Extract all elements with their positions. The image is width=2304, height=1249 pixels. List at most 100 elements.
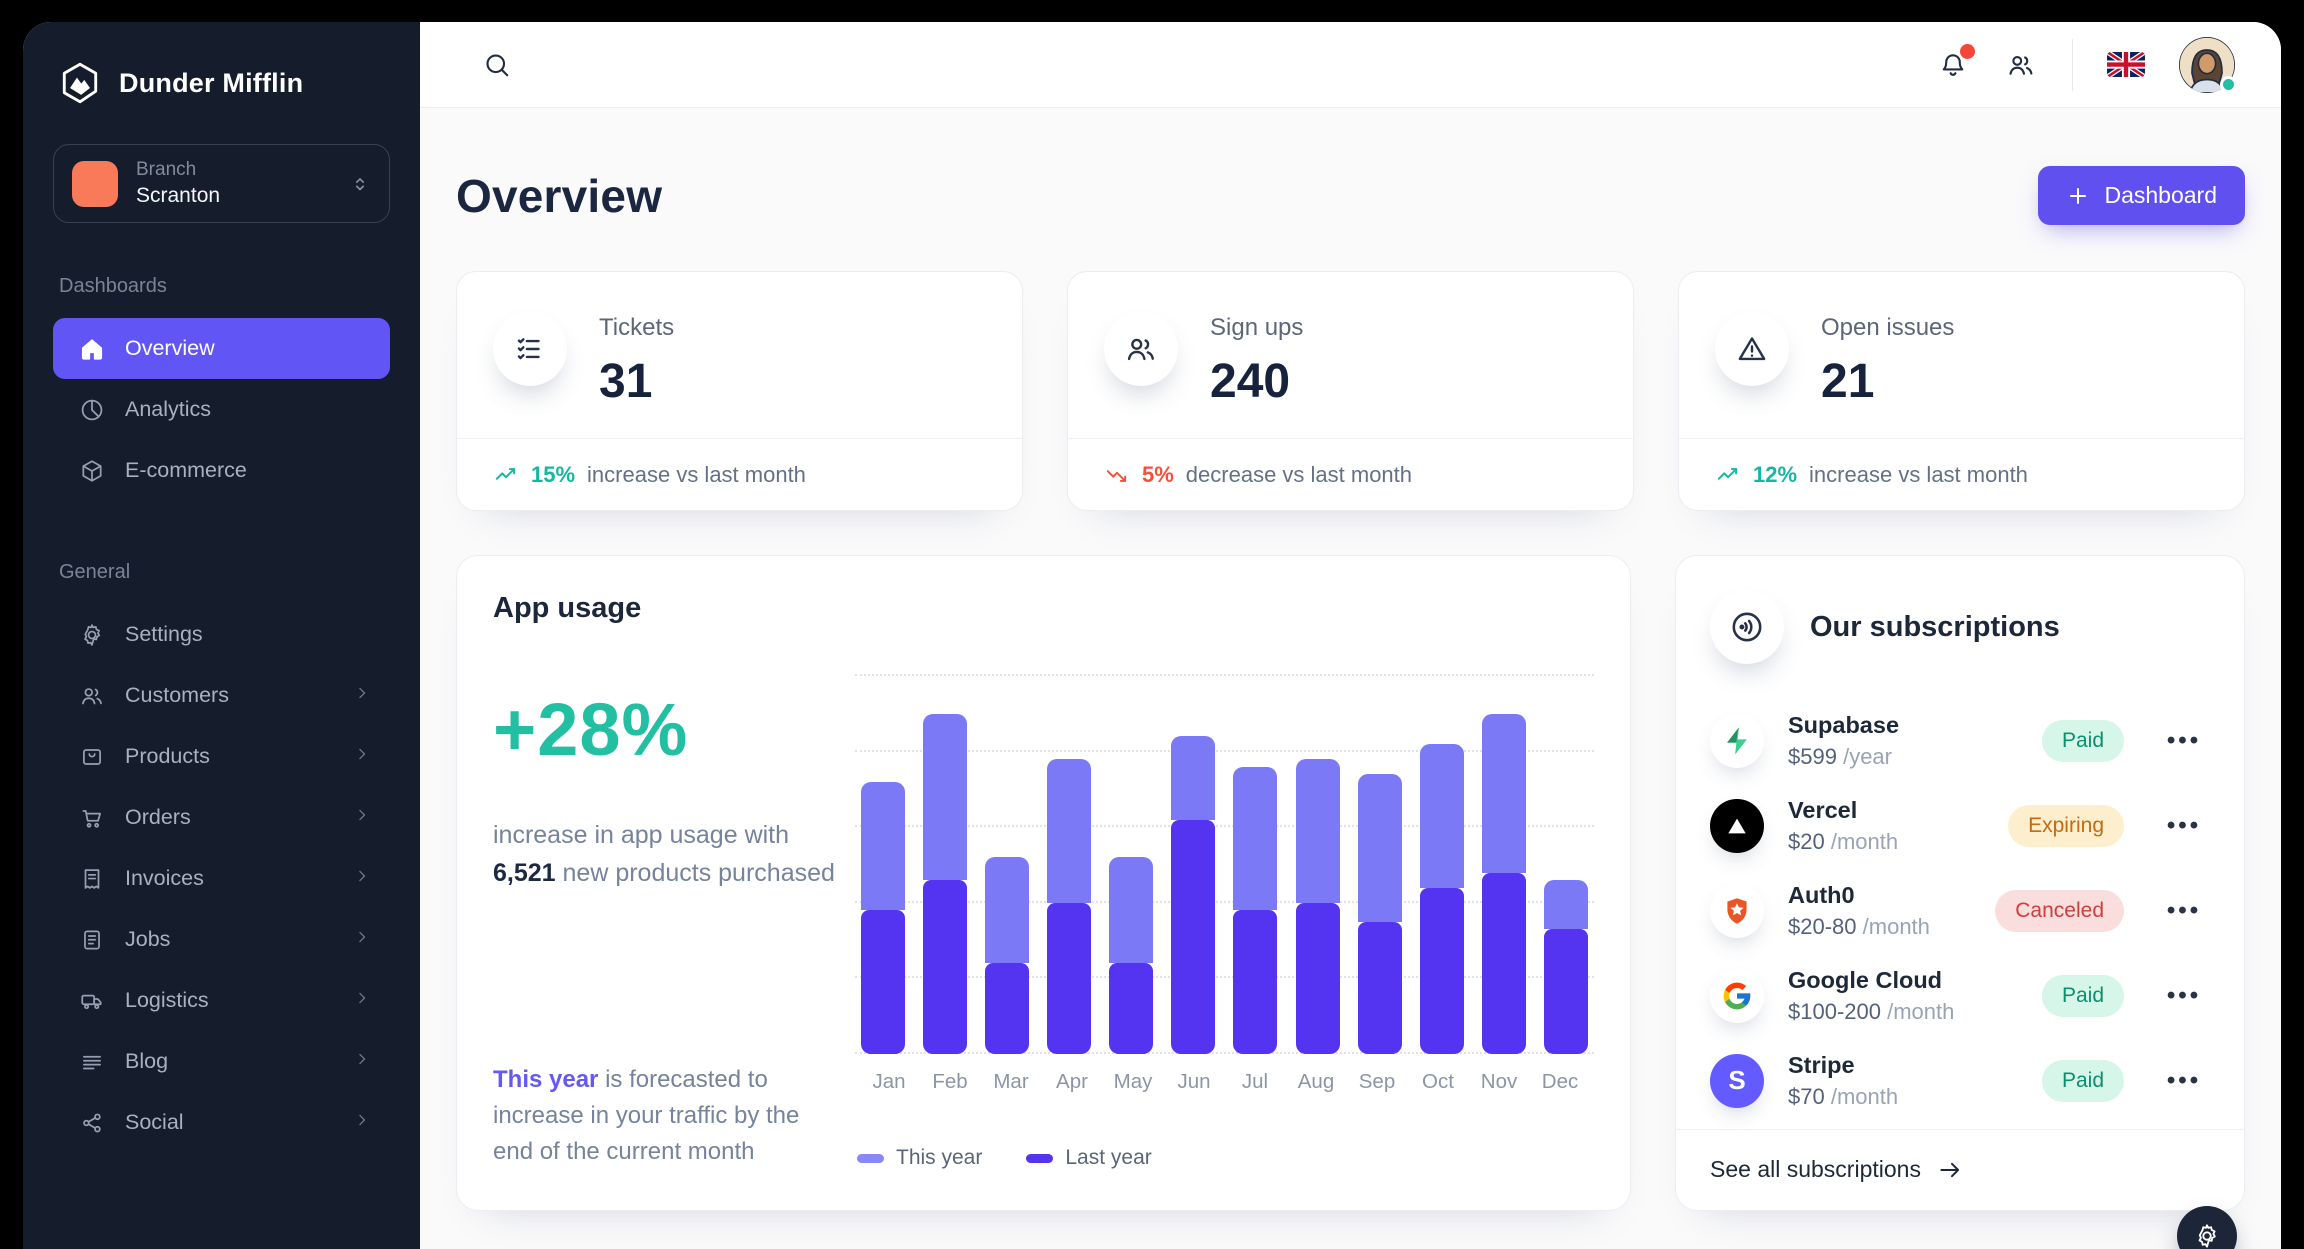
bar-may	[1109, 857, 1154, 1054]
sidebar-item-label: Products	[125, 744, 210, 768]
month-label: Mar	[993, 1070, 1029, 1093]
bar-segment-last-year	[923, 880, 968, 1054]
chart-gridline	[855, 1052, 1594, 1054]
stat-label: Sign ups	[1210, 314, 1304, 341]
stat-card-tickets: Tickets 31 15% increase vs last month	[456, 271, 1023, 511]
pie-chart-icon	[79, 397, 105, 423]
app-window: Dunder Mifflin Branch Scranton Dashboard…	[23, 22, 2281, 1249]
contacts-button[interactable]	[2004, 48, 2038, 82]
sidebar-item-analytics[interactable]: Analytics	[53, 379, 390, 440]
sidebar-item-products[interactable]: Products	[53, 726, 390, 787]
sidebar-item-ecommerce[interactable]: E-commerce	[53, 440, 390, 501]
add-dashboard-button[interactable]: Dashboard	[2038, 166, 2245, 225]
row-menu-button[interactable]: •••	[2166, 811, 2202, 839]
subscription-price: $20 /month	[1788, 828, 1899, 854]
sidebar-item-customers[interactable]: Customers	[53, 665, 390, 726]
notifications-button[interactable]	[1936, 43, 1975, 82]
status-badge: Expiring	[2008, 804, 2124, 847]
lines-icon	[79, 1049, 105, 1075]
bar-segment-this-year	[1233, 766, 1278, 911]
user-avatar[interactable]	[2178, 35, 2237, 94]
subscriptions-title: Our subscriptions	[1810, 610, 2060, 643]
month-label: Apr	[1056, 1070, 1088, 1093]
stat-label: Tickets	[599, 314, 675, 341]
app-usage-title: App usage	[493, 592, 642, 624]
branch-selector[interactable]: Branch Scranton	[53, 144, 390, 223]
bar-segment-this-year	[1295, 759, 1340, 903]
sidebar-item-label: Customers	[125, 683, 229, 707]
bar-feb	[923, 713, 968, 1054]
uk-flag-icon[interactable]	[2107, 52, 2145, 77]
broadcast-icon	[1710, 590, 1784, 664]
bar-segment-last-year	[985, 963, 1030, 1054]
bar-segment-this-year	[861, 781, 905, 911]
sidebar-item-settings[interactable]: Settings	[53, 604, 390, 665]
sidebar-item-orders[interactable]: Orders	[53, 787, 390, 848]
chevron-right-icon	[352, 988, 372, 1014]
subscription-row-stripe[interactable]: S Stripe $70 /month Paid •••	[1710, 1038, 2210, 1123]
trend-text: increase vs last month	[587, 461, 806, 487]
row-menu-button[interactable]: •••	[2166, 1066, 2202, 1094]
subscription-row-auth0[interactable]: Auth0 $20-80 /month Canceled •••	[1710, 868, 2210, 953]
branch-swatch	[72, 160, 118, 207]
app-usage-forecast: This year is forecasted to increase in y…	[493, 1066, 800, 1165]
stat-value: 240	[1210, 355, 1291, 408]
bar-segment-this-year	[1047, 759, 1092, 903]
bar-chart-plot	[855, 674, 1594, 1054]
chevron-right-icon	[352, 927, 372, 953]
bar-dec	[1543, 880, 1588, 1054]
trend-percent: 15%	[531, 461, 576, 487]
sidebar-item-invoices[interactable]: Invoices	[53, 848, 390, 909]
bar-oct	[1419, 744, 1464, 1054]
subscription-row-supabase[interactable]: Supabase $599 /year Paid •••	[1710, 698, 2210, 783]
subscription-price: $599 /year	[1788, 743, 1892, 769]
legend-label: Last year	[1065, 1146, 1152, 1169]
legend-swatch	[1026, 1153, 1054, 1163]
row-menu-button[interactable]: •••	[2166, 726, 2202, 754]
sidebar-item-blog[interactable]: Blog	[53, 1031, 390, 1092]
search-button[interactable]	[480, 48, 514, 82]
brand-logo-icon	[57, 60, 103, 106]
checklist-icon	[493, 312, 567, 386]
bar-sep	[1357, 774, 1402, 1054]
bar-segment-last-year	[1233, 910, 1278, 1054]
sidebar-item-social[interactable]: Social	[53, 1092, 390, 1153]
topbar	[420, 22, 2281, 108]
month-label: Feb	[932, 1070, 968, 1093]
bar-segment-this-year	[1357, 774, 1402, 922]
stat-value: 31	[599, 355, 653, 408]
see-all-subscriptions-link[interactable]: See all subscriptions	[1676, 1129, 2244, 1213]
status-badge: Canceled	[1995, 889, 2124, 932]
sidebar-item-overview[interactable]: Overview	[53, 318, 390, 379]
brand-name: Dunder Mifflin	[119, 67, 304, 98]
month-label: Oct	[1422, 1070, 1454, 1093]
row-menu-button[interactable]: •••	[2166, 981, 2202, 1009]
stat-value: 21	[1821, 355, 1875, 408]
month-label: May	[1113, 1070, 1153, 1093]
legend-label: This year	[896, 1146, 983, 1169]
stat-card-open-issues: Open issues 21 12% increase vs last mont…	[1678, 271, 2245, 511]
row-menu-button[interactable]: •••	[2166, 896, 2202, 924]
subscription-row-vercel[interactable]: Vercel $20 /month Expiring •••	[1710, 783, 2210, 868]
share-icon	[79, 1110, 105, 1136]
bar-segment-last-year	[1357, 921, 1402, 1054]
users-icon	[1104, 312, 1178, 386]
bar-segment-last-year	[861, 910, 905, 1054]
people-icon	[2006, 50, 2036, 80]
status-badge: Paid	[2041, 974, 2124, 1017]
forecast-highlight: This year	[493, 1066, 599, 1093]
sidebar-item-label: Jobs	[125, 927, 171, 951]
sidebar-item-label: Logistics	[125, 988, 209, 1012]
supabase-logo-icon	[1710, 713, 1764, 768]
chevron-right-icon	[352, 683, 372, 709]
document-icon	[79, 927, 105, 953]
stats-row: Tickets 31 15% increase vs last month	[456, 271, 2245, 511]
subscription-name: Stripe	[1788, 1051, 1855, 1078]
sidebar-item-jobs[interactable]: Jobs	[53, 909, 390, 970]
sidebar-item-logistics[interactable]: Logistics	[53, 970, 390, 1031]
subscription-row-google-cloud[interactable]: Google Cloud $100-200 /month Paid •••	[1710, 953, 2210, 1038]
settings-fab-button[interactable]	[2177, 1206, 2237, 1249]
bar-segment-last-year	[1047, 902, 1092, 1054]
legend-item: This year	[857, 1146, 982, 1170]
search-icon	[482, 50, 512, 80]
